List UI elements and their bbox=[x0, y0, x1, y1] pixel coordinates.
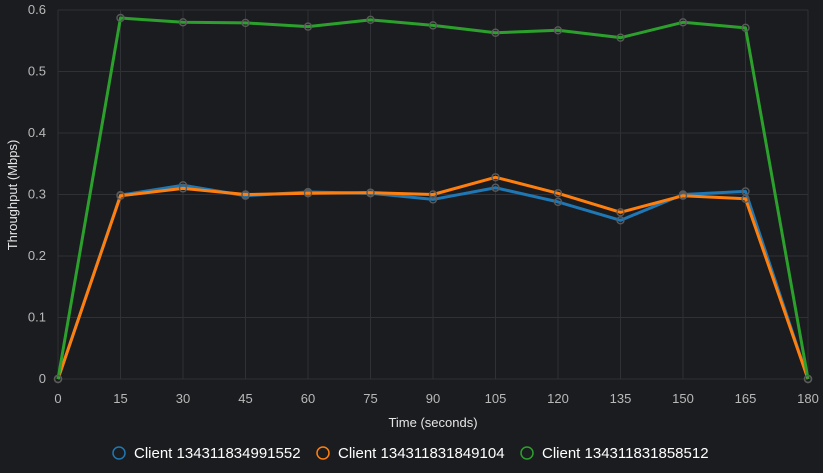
data-point bbox=[616, 33, 625, 42]
y-tick-label: 0.6 bbox=[28, 2, 46, 17]
x-tick-label: 105 bbox=[485, 391, 507, 406]
data-point bbox=[178, 184, 188, 193]
data-point bbox=[241, 18, 250, 28]
data-point bbox=[116, 191, 125, 200]
y-axis-title: Throughput (Mbps) bbox=[5, 140, 20, 251]
data-point bbox=[553, 26, 563, 35]
x-tick-label: 165 bbox=[735, 391, 757, 406]
y-tick-label: 0.1 bbox=[28, 310, 46, 325]
x-tick-label: 15 bbox=[113, 391, 127, 406]
x-axis-title: Time (seconds) bbox=[388, 415, 477, 430]
data-point bbox=[741, 194, 750, 204]
x-tick-label: 75 bbox=[363, 391, 377, 406]
x-tick-label: 30 bbox=[176, 391, 190, 406]
data-point bbox=[678, 191, 688, 200]
legend-marker-icon bbox=[112, 446, 126, 460]
data-point bbox=[491, 28, 500, 37]
data-point bbox=[616, 216, 625, 225]
x-tick-label: 135 bbox=[610, 391, 632, 406]
axes: 0 0.1 0.2 0.3 0.4 0.5 0.6 0 15 30 45 60 75 90 105 120 13… bbox=[28, 2, 819, 406]
x-tick-label: 180 bbox=[797, 391, 819, 406]
legend-item: Client 134311831849104 bbox=[316, 445, 505, 462]
x-tick-label: 60 bbox=[301, 391, 315, 406]
legend-label: Client 134311831849104 bbox=[338, 445, 505, 462]
series-line bbox=[56, 175, 810, 380]
series-lines bbox=[53, 13, 813, 384]
legend-label: Client 134311834991552 bbox=[134, 445, 301, 462]
legend-item: Client 134311834991552 bbox=[112, 445, 301, 462]
y-tick-label: 0 bbox=[39, 371, 46, 386]
legend-label: Client 134311831858512 bbox=[542, 445, 709, 462]
data-point bbox=[616, 208, 625, 217]
x-tick-label: 120 bbox=[547, 391, 569, 406]
data-point bbox=[428, 190, 438, 199]
data-point bbox=[178, 18, 188, 27]
data-point bbox=[803, 374, 813, 384]
data-point bbox=[428, 21, 438, 30]
data-point bbox=[303, 22, 313, 31]
x-tick-label: 150 bbox=[672, 391, 694, 406]
series-group bbox=[53, 13, 813, 384]
series-line bbox=[56, 16, 810, 380]
data-point bbox=[491, 183, 500, 192]
y-tick-label: 0.5 bbox=[28, 64, 46, 79]
y-tick-label: 0.4 bbox=[28, 125, 46, 140]
data-point bbox=[366, 15, 375, 25]
x-tick-label: 90 bbox=[426, 391, 440, 406]
x-tick-label: 0 bbox=[54, 391, 61, 406]
data-point bbox=[116, 13, 125, 23]
data-point bbox=[366, 188, 375, 197]
legend: Client 134311834991552 Client 13431183184… bbox=[112, 445, 709, 462]
legend-marker-icon bbox=[316, 446, 330, 460]
data-point bbox=[553, 189, 563, 198]
legend-marker-icon bbox=[520, 446, 534, 460]
legend-item: Client 134311831858512 bbox=[520, 445, 709, 462]
data-point bbox=[241, 190, 250, 199]
y-tick-label: 0.3 bbox=[28, 187, 46, 202]
data-point bbox=[53, 374, 63, 384]
data-point bbox=[741, 23, 750, 33]
data-point bbox=[491, 173, 500, 182]
data-point bbox=[678, 18, 688, 27]
data-point bbox=[553, 197, 563, 207]
data-point bbox=[303, 189, 313, 198]
x-tick-label: 45 bbox=[238, 391, 252, 406]
y-tick-label: 0.2 bbox=[28, 248, 46, 263]
